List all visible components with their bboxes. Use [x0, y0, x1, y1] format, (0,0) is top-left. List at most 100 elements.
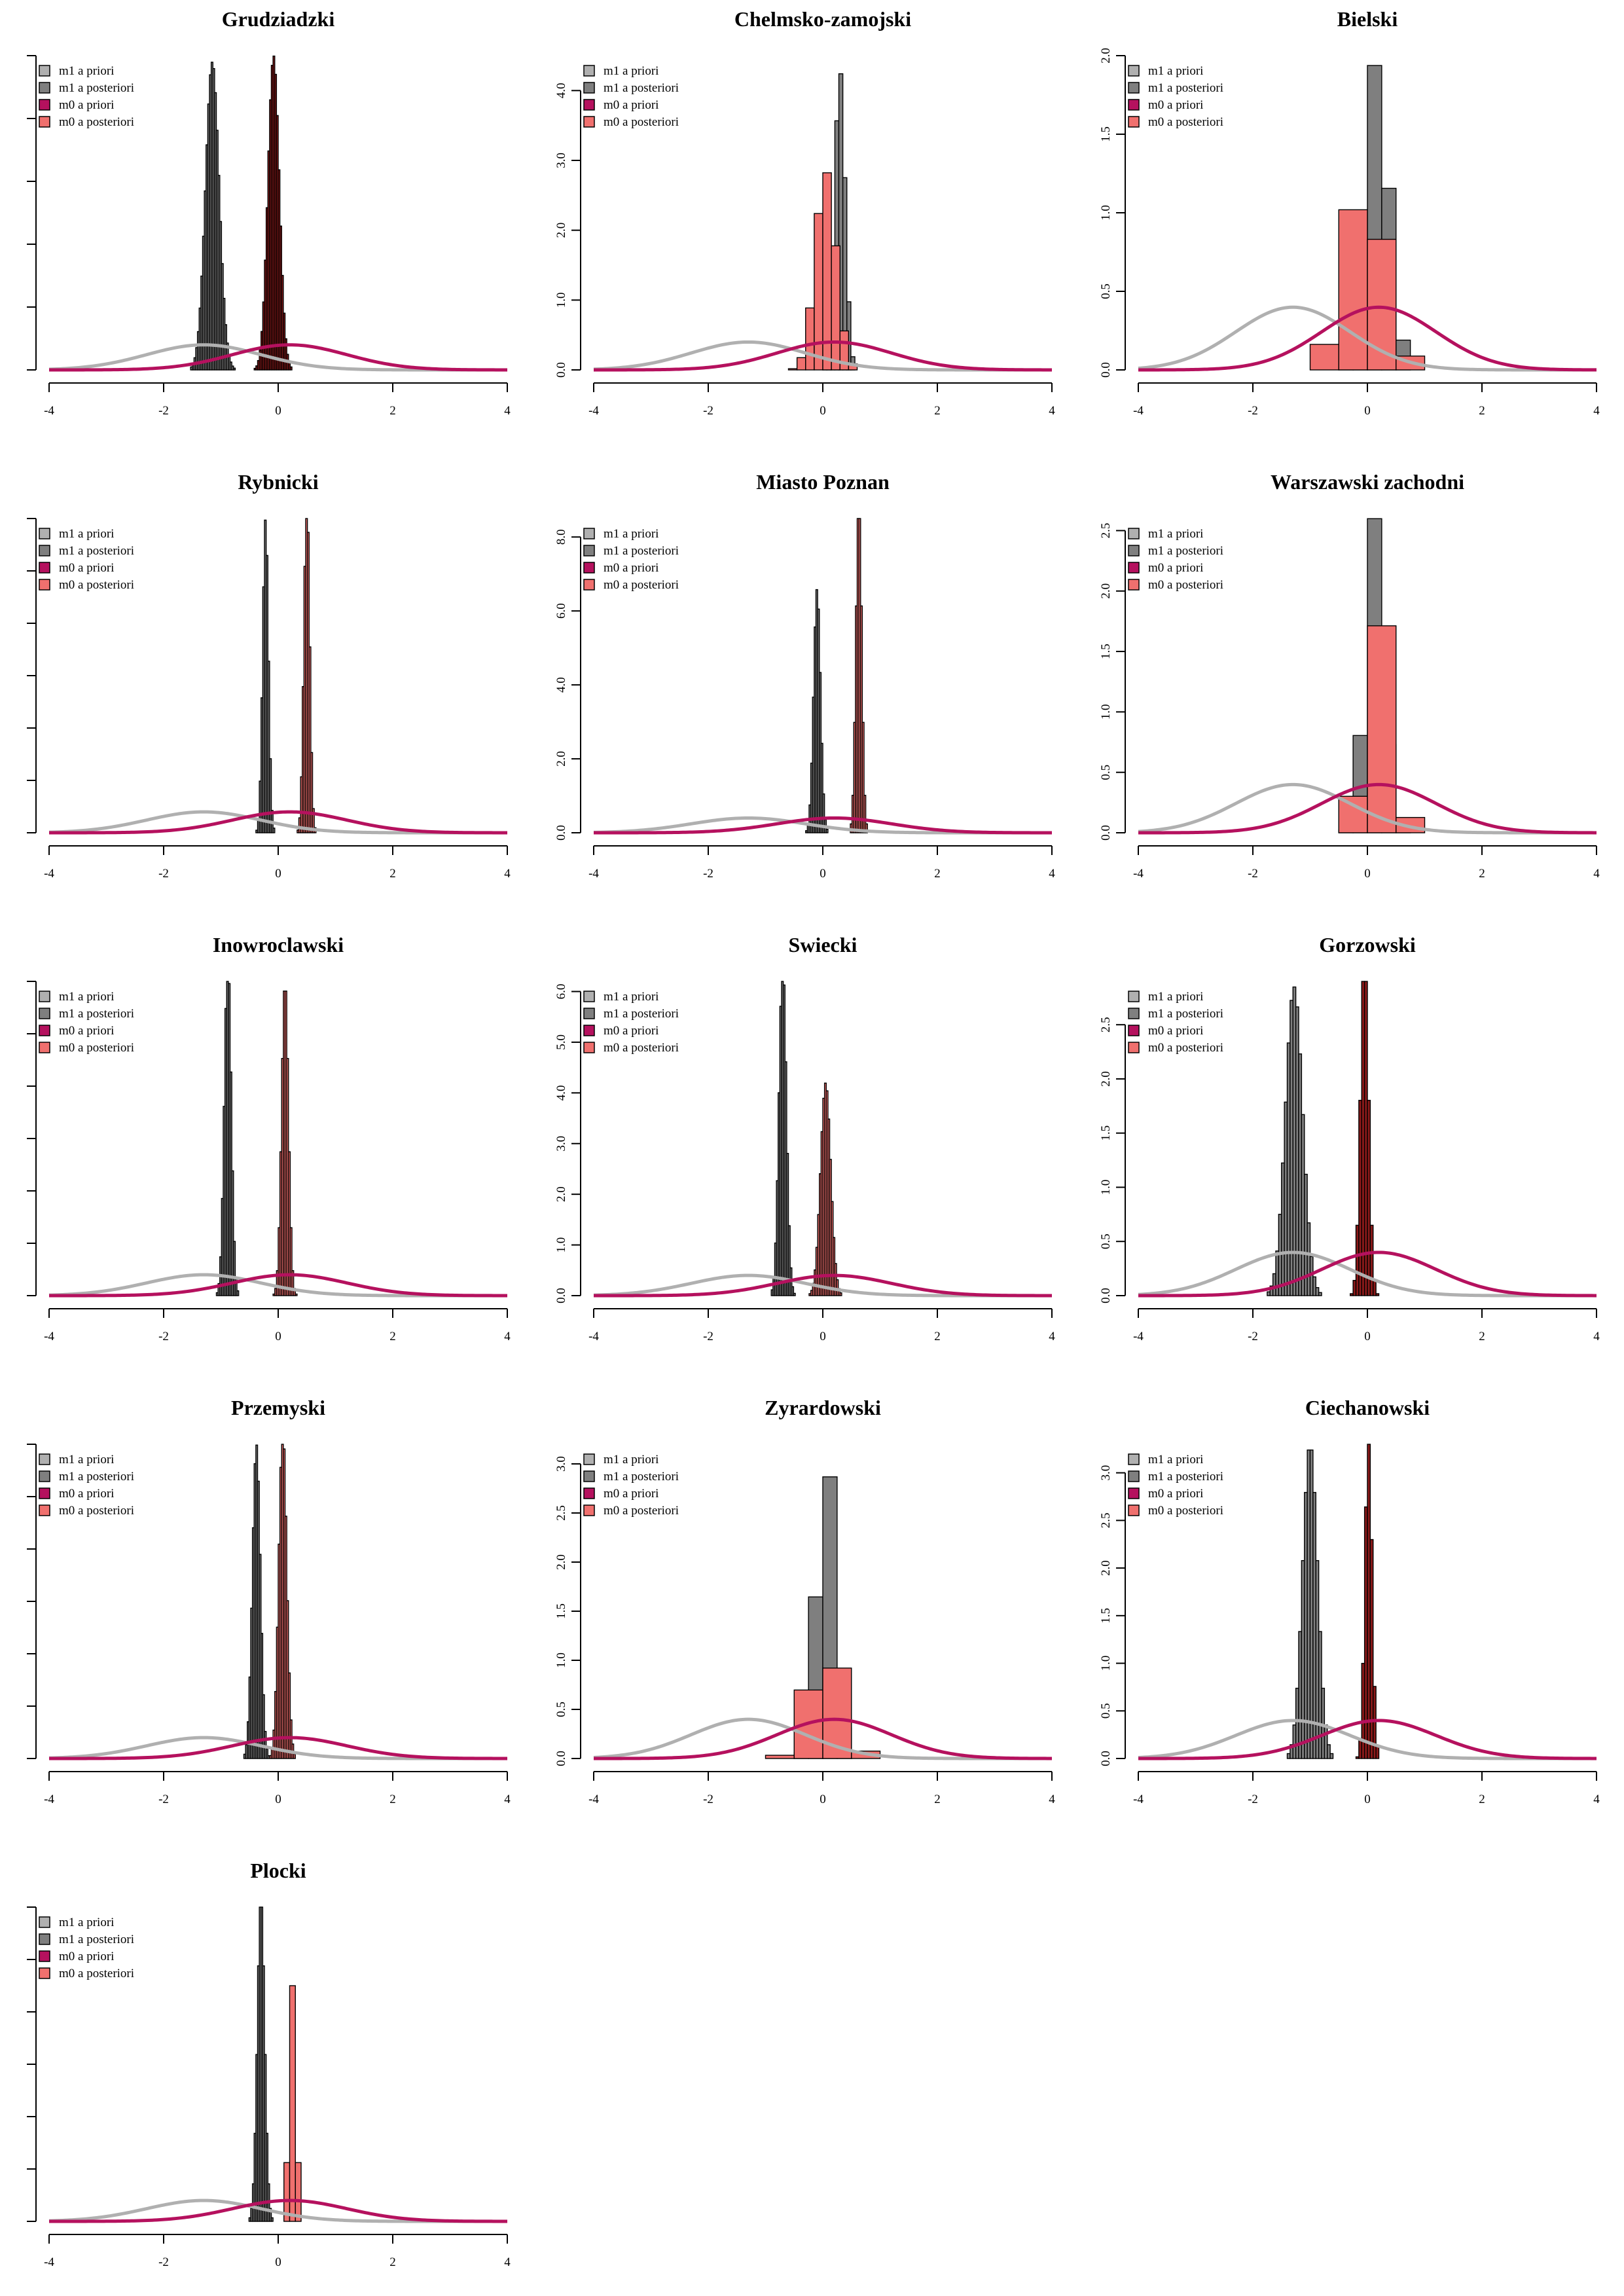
y-tick-label: 2.0 [554, 1554, 568, 1570]
y-tick-label: 3.0 [554, 1456, 568, 1472]
legend-m1-prior-label: m1 a priori [59, 1916, 114, 1929]
y-tick-label: 0.0 [1099, 1751, 1113, 1766]
x-tick-label: -4 [588, 1330, 599, 1343]
m0-posterior-bar [796, 357, 806, 371]
m1-posterior-bar [1329, 1753, 1334, 1759]
legend-m1-posterior-swatch [1128, 545, 1140, 556]
m0-prior-curve [48, 810, 508, 835]
legend-m1-prior-label: m1 a priori [1148, 1453, 1203, 1467]
legend-m0-prior-swatch [583, 1487, 595, 1499]
m1-prior-curve [1138, 1719, 1597, 1760]
legend-m0-prior-label: m0 a priori [604, 1487, 659, 1501]
x-tick-label: -2 [158, 404, 169, 418]
y-tick-label: 3.0 [1099, 1465, 1113, 1481]
m1-prior-curve [1138, 1250, 1597, 1298]
m0-posterior-bar [1338, 209, 1368, 371]
x-tick-label: 4 [504, 404, 511, 418]
x-tick-label: -4 [44, 867, 54, 881]
y-tick-label: 0.5 [1099, 765, 1113, 780]
m0-posterior-bar [310, 752, 314, 833]
y-tick-label: 1.5 [1099, 126, 1113, 142]
m1-posterior-bar [1315, 1286, 1320, 1296]
m0-posterior-bar [861, 721, 865, 833]
legend-m0-posterior-swatch [583, 1042, 595, 1053]
legend-m1-posterior-label: m1 a posteriori [59, 81, 134, 95]
legend-m1-prior-label: m1 a priori [604, 990, 659, 1004]
legend-m1-posterior-swatch [39, 1933, 50, 1945]
y-tick-label: 0.0 [1099, 362, 1113, 378]
m0-posterior-bar [839, 1292, 842, 1296]
y-tick-label: 2.0 [1099, 583, 1113, 599]
m0-posterior-bar [1375, 1746, 1380, 1759]
y-tick-label: 2.0 [554, 223, 568, 238]
legend-m0-prior-label: m0 a priori [1148, 561, 1203, 575]
y-tick-label: 1.0 [1099, 1656, 1113, 1671]
legend-m1-posterior-swatch [583, 1470, 595, 1482]
legend-m1-prior-swatch [39, 991, 50, 1002]
y-tick-label: 1.0 [554, 1652, 568, 1668]
legend-m0-prior-swatch [39, 562, 50, 574]
m0-posterior-bar [836, 1279, 839, 1296]
x-tick-label: 0 [820, 867, 826, 881]
legend-m1-prior-swatch [583, 528, 595, 539]
m0-prior-curve [594, 816, 1052, 835]
legend-m0-posterior-label: m0 a posteriori [59, 1504, 134, 1518]
legend-m1-posterior-swatch [583, 1008, 595, 1019]
x-tick-label: -4 [1133, 867, 1144, 881]
y-tick-label: 1.0 [1099, 704, 1113, 720]
y-tick-label: 5.0 [554, 1034, 568, 1050]
y-tick-label: 2.0 [1099, 1560, 1113, 1576]
x-tick-label: 2 [934, 404, 941, 418]
x-tick-label: -4 [44, 1793, 54, 1806]
legend-m1-posterior-label: m1 a posteriori [59, 1933, 134, 1946]
x-tick-label: 0 [1364, 1793, 1371, 1806]
y-tick-label: 1.0 [554, 1237, 568, 1253]
y-tick-label: 0.0 [1099, 1288, 1113, 1303]
m1-posterior-bar [233, 367, 236, 371]
legend-m1-posterior-swatch [1128, 1008, 1140, 1019]
legend-m0-posterior-label: m0 a posteriori [59, 115, 134, 129]
legend-m1-posterior-label: m1 a posteriori [1148, 544, 1223, 558]
legend-m1-prior-label: m1 a priori [59, 990, 114, 1004]
x-tick-label: -4 [588, 1793, 599, 1806]
legend-m0-posterior-swatch [39, 116, 50, 128]
y-tick-label: 0.0 [1099, 825, 1113, 841]
legend-m0-posterior-label: m0 a posteriori [604, 115, 679, 129]
legend-m1-prior-swatch [1128, 65, 1140, 77]
panel-grudziadzki: Grudziadzki -4 -2 0 2 4 m1 a priori m1 a poster… [27, 7, 511, 418]
m0-posterior-bar [1367, 1099, 1371, 1296]
chart-title: Bielski [1337, 7, 1398, 31]
chart-title: Przemyski [231, 1396, 325, 1419]
legend-m0-posterior-swatch [1128, 1042, 1140, 1053]
m0-posterior-bar [865, 823, 868, 833]
m0-prior-curve [48, 2198, 508, 2223]
x-tick-label: 4 [504, 2255, 511, 2269]
legend-m1-prior-label: m1 a priori [1148, 64, 1203, 78]
y-tick-label: 1.5 [554, 1603, 568, 1619]
panel-przemyski: Przemyski -4 -2 0 2 4 m1 a priori m1 a posterio… [27, 1396, 511, 1806]
legend-m1-posterior-label: m1 a posteriori [1148, 1007, 1223, 1021]
x-tick-label: -2 [158, 1793, 169, 1806]
x-tick-label: -2 [703, 1330, 713, 1343]
m0-posterior-bar [814, 213, 823, 371]
x-tick-label: -4 [1133, 404, 1144, 418]
x-tick-label: 4 [1049, 1330, 1055, 1343]
legend-m1-posterior-swatch [39, 1008, 50, 1019]
x-tick-label: 0 [275, 2255, 281, 2269]
panel-chelmsko-zamojski: Chelmsko-zamojski -4 -2 0 2 4 0.0 1.0 2.0 3.0 4.0 m… [554, 7, 1055, 418]
legend-m1-posterior-swatch [583, 545, 595, 556]
m0-prior-curve [1138, 1719, 1597, 1760]
legend-m0-posterior-label: m0 a posteriori [604, 1504, 679, 1518]
legend-m0-posterior-swatch [39, 579, 50, 591]
legend-m0-posterior-swatch [39, 1504, 50, 1516]
m0-posterior-bar [308, 646, 312, 833]
y-tick-label: 1.5 [1099, 1608, 1113, 1624]
m1-prior-curve [1138, 782, 1597, 835]
m1-posterior-bar [262, 1694, 265, 1759]
x-tick-label: -2 [703, 867, 713, 881]
m1-posterior-bar [786, 1152, 789, 1296]
x-tick-label: 2 [389, 1793, 396, 1806]
m1-posterior-bar [1318, 1292, 1322, 1296]
x-tick-label: 0 [1364, 1330, 1371, 1343]
